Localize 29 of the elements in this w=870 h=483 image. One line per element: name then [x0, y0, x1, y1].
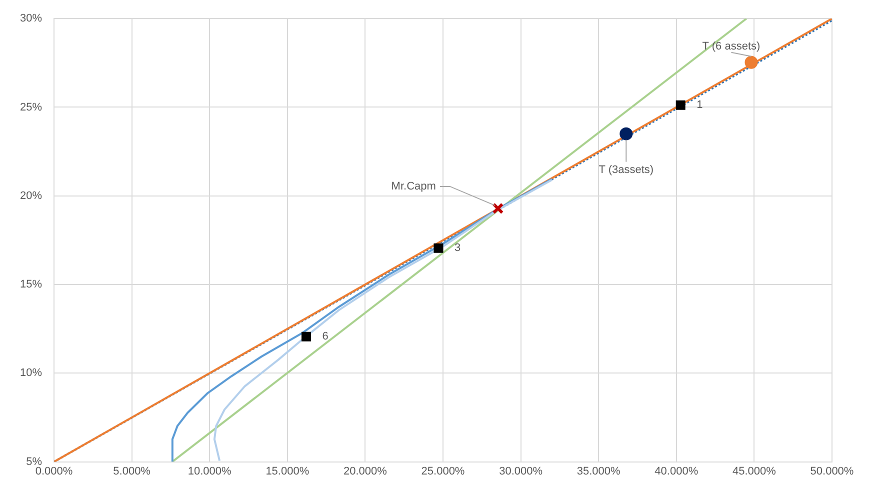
- x-tick-label: 20.000%: [343, 465, 388, 478]
- annotation: 3: [454, 242, 461, 254]
- point: [744, 56, 758, 69]
- point: [434, 243, 444, 253]
- point: [620, 127, 633, 140]
- y-tick-label: 5%: [26, 456, 42, 468]
- x-tick-label: 10.000%: [188, 465, 232, 478]
- y-tick-label: 15%: [20, 278, 42, 291]
- annotation: T (6 assets): [702, 40, 760, 52]
- y-tick-label: 25%: [20, 101, 42, 114]
- x-tick-label: 50.000%: [810, 465, 854, 478]
- x-tick-label: 45.000%: [732, 465, 776, 478]
- point: [676, 100, 686, 110]
- point: [301, 332, 311, 342]
- point: [492, 202, 504, 214]
- x-tick-label: 5.000%: [113, 465, 151, 478]
- x-tick-label: 35.000%: [576, 465, 621, 478]
- annotation: 6: [322, 330, 328, 343]
- x-tick-label: 40.000%: [654, 465, 698, 478]
- x-tick-label: 0.000%: [35, 465, 73, 478]
- annotation: T (3assets): [598, 164, 654, 176]
- y-tick-label: 10%: [20, 367, 42, 380]
- x-tick-label: 15.000%: [266, 465, 310, 478]
- x-tick-label: 25.000%: [421, 465, 465, 478]
- annotation: 1: [696, 99, 703, 112]
- y-tick-label: 30%: [20, 12, 42, 25]
- x-tick-label: 30.000%: [499, 465, 543, 478]
- annotation: Mr.Capm: [391, 180, 436, 192]
- y-tick-label: 20%: [20, 190, 42, 202]
